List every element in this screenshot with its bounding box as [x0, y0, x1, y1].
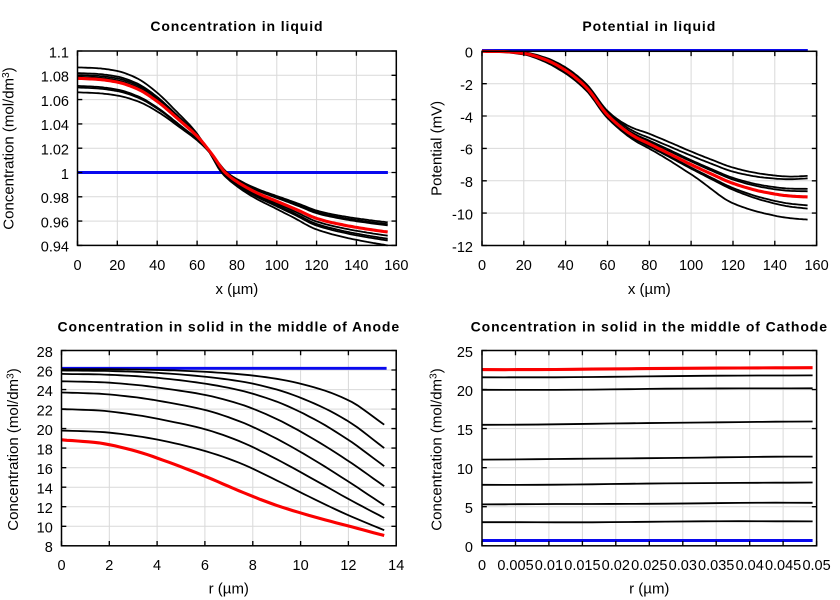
svg-text:1.02: 1.02 [41, 143, 69, 159]
svg-text:0.02: 0.02 [602, 558, 630, 574]
svg-text:-6: -6 [460, 143, 473, 159]
svg-text:Concentration (mol/dm3): Concentration (mol/dm3) [428, 368, 445, 530]
svg-text:1.08: 1.08 [41, 70, 69, 86]
svg-text:140: 140 [763, 258, 787, 274]
svg-text:10: 10 [37, 521, 53, 537]
svg-text:28: 28 [37, 345, 53, 361]
svg-text:Concentration in liquid: Concentration in liquid [150, 18, 323, 34]
svg-text:80: 80 [229, 258, 245, 274]
svg-text:0: 0 [465, 540, 473, 556]
svg-text:12: 12 [340, 558, 356, 574]
svg-text:120: 120 [304, 258, 328, 274]
svg-text:0.05: 0.05 [802, 558, 830, 574]
svg-text:10: 10 [293, 558, 309, 574]
svg-text:0: 0 [465, 46, 473, 62]
svg-text:0.045: 0.045 [765, 558, 801, 574]
svg-text:-2: -2 [460, 78, 473, 94]
svg-text:10: 10 [457, 462, 473, 478]
svg-text:0.96: 0.96 [41, 215, 69, 231]
svg-text:16: 16 [37, 462, 53, 478]
svg-text:8: 8 [249, 558, 257, 574]
svg-text:2: 2 [105, 558, 113, 574]
svg-text:5: 5 [465, 501, 473, 517]
svg-text:x (µm): x (µm) [216, 281, 259, 298]
svg-text:160: 160 [384, 258, 408, 274]
svg-text:0: 0 [73, 258, 81, 274]
svg-text:0: 0 [57, 558, 65, 574]
svg-text:60: 60 [599, 258, 615, 274]
svg-text:60: 60 [189, 258, 205, 274]
svg-text:120: 120 [721, 258, 745, 274]
svg-text:20: 20 [457, 384, 473, 400]
svg-text:Concentration (mol/dm3): Concentration (mol/dm3) [1, 67, 18, 229]
svg-text:140: 140 [344, 258, 368, 274]
svg-text:-10: -10 [452, 207, 473, 223]
svg-text:12: 12 [37, 501, 53, 517]
svg-text:4: 4 [153, 558, 161, 574]
svg-text:20: 20 [516, 258, 532, 274]
svg-text:100: 100 [679, 258, 703, 274]
svg-text:0.015: 0.015 [564, 558, 600, 574]
svg-text:0.025: 0.025 [631, 558, 667, 574]
svg-text:1.1: 1.1 [49, 45, 69, 61]
svg-text:-12: -12 [452, 240, 473, 256]
svg-text:22: 22 [37, 403, 53, 419]
svg-text:6: 6 [201, 558, 209, 574]
svg-text:-8: -8 [460, 175, 473, 191]
svg-text:20: 20 [37, 423, 53, 439]
svg-text:40: 40 [558, 258, 574, 274]
svg-text:r (µm): r (µm) [629, 581, 669, 598]
svg-text:24: 24 [37, 384, 53, 400]
svg-text:25: 25 [457, 345, 473, 361]
svg-text:0: 0 [478, 558, 486, 574]
svg-text:80: 80 [641, 258, 657, 274]
svg-text:18: 18 [37, 442, 53, 458]
svg-text:1.04: 1.04 [41, 118, 69, 134]
svg-text:26: 26 [37, 364, 53, 380]
svg-text:Concentration (mol/dm3): Concentration (mol/dm3) [5, 368, 22, 530]
svg-text:100: 100 [265, 258, 289, 274]
svg-text:0.005: 0.005 [497, 558, 533, 574]
svg-text:0: 0 [478, 258, 486, 274]
svg-text:0.035: 0.035 [698, 558, 734, 574]
svg-text:Concentration in solid in the: Concentration in solid in the middle of … [471, 318, 828, 334]
svg-text:40: 40 [149, 258, 165, 274]
svg-text:Potential in liquid: Potential in liquid [582, 18, 716, 34]
svg-text:Potential (mV): Potential (mV) [429, 101, 446, 196]
svg-text:0.98: 0.98 [41, 191, 69, 207]
svg-text:0.04: 0.04 [736, 558, 764, 574]
svg-text:8: 8 [45, 540, 53, 556]
svg-text:Concentration in solid in the: Concentration in solid in the middle of … [58, 318, 401, 334]
svg-text:0.03: 0.03 [669, 558, 697, 574]
svg-text:1.06: 1.06 [41, 94, 69, 110]
svg-text:x (µm): x (µm) [628, 281, 671, 298]
svg-text:20: 20 [109, 258, 125, 274]
svg-text:14: 14 [37, 482, 53, 498]
svg-text:r (µm): r (µm) [209, 581, 249, 598]
svg-text:1: 1 [61, 167, 69, 183]
svg-text:15: 15 [457, 423, 473, 439]
svg-text:0.94: 0.94 [41, 240, 69, 256]
svg-text:0.01: 0.01 [535, 558, 563, 574]
svg-text:14: 14 [388, 558, 404, 574]
svg-text:-4: -4 [460, 110, 473, 126]
svg-text:160: 160 [804, 258, 828, 274]
